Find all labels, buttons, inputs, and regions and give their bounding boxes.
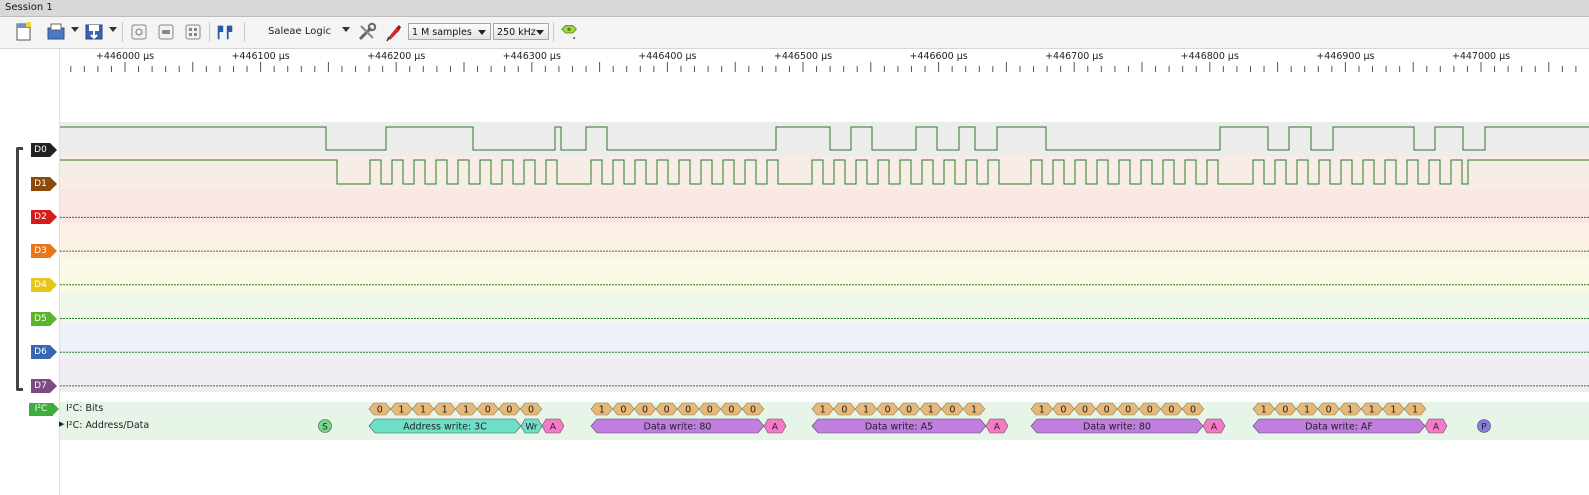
channel-lane-d3 bbox=[60, 223, 1589, 258]
channel-label-d5[interactable]: D5 bbox=[31, 311, 57, 326]
channel-label-d1[interactable]: D1 bbox=[31, 176, 57, 191]
channel-lane-d6 bbox=[60, 324, 1589, 359]
expand-arrow-icon[interactable]: ▶ bbox=[59, 420, 65, 428]
ruler-label: +446600 µs bbox=[909, 51, 967, 62]
device-name: Saleae Logic bbox=[268, 26, 332, 37]
channel-label-d0[interactable]: D0 bbox=[31, 143, 57, 157]
analyzer-icon[interactable] bbox=[560, 22, 580, 42]
ruler-label: +446300 µs bbox=[503, 51, 561, 62]
sample-rate-value: 250 kHz bbox=[497, 27, 536, 38]
channel-label-d7[interactable]: D7 bbox=[31, 378, 57, 393]
channel-lane-d1 bbox=[60, 155, 1589, 190]
toolbar-separator bbox=[553, 22, 554, 42]
ruler-label: +446200 µs bbox=[367, 51, 425, 62]
zoom-fit-icon[interactable] bbox=[183, 22, 203, 42]
settings-icon[interactable] bbox=[357, 22, 377, 42]
ruler-label: +446800 µs bbox=[1181, 51, 1239, 62]
sample-rate-select[interactable]: 250 kHz bbox=[493, 23, 549, 40]
time-ruler: +446000 µs +446100 µs +446200 µs +446300 µs… bbox=[60, 49, 1589, 79]
channel-label-d2[interactable]: D2 bbox=[31, 210, 57, 225]
window-titlebar: Session 1 bbox=[0, 0, 1589, 17]
trigger-pen-icon[interactable] bbox=[384, 22, 404, 42]
samples-value: 1 M samples bbox=[412, 27, 472, 38]
ruler-label: +446000 µs bbox=[96, 51, 154, 62]
device-dropdown-caret[interactable] bbox=[342, 27, 350, 32]
new-session-icon[interactable] bbox=[14, 22, 34, 42]
channel-group-bracket[interactable] bbox=[16, 147, 23, 391]
channel-lane-d0 bbox=[60, 122, 1589, 156]
channel-panel bbox=[0, 49, 60, 495]
channel-lane-d7 bbox=[60, 357, 1589, 392]
toolbar-separator bbox=[122, 22, 123, 42]
toolbar-separator bbox=[209, 22, 210, 42]
channel-lane-d2 bbox=[60, 189, 1589, 224]
channel-lane-d5 bbox=[60, 290, 1589, 325]
samples-select[interactable]: 1 M samples bbox=[408, 23, 491, 40]
bits-row-label: I²C: Bits bbox=[66, 403, 104, 414]
capture-icon[interactable] bbox=[129, 22, 149, 42]
window-title: Session 1 bbox=[5, 2, 53, 13]
ruler-label: +446900 µs bbox=[1316, 51, 1374, 62]
ruler-ticks: +446000 µs +446100 µs +446200 µs +446300 µs… bbox=[70, 51, 1577, 72]
ruler-label: +446500 µs bbox=[774, 51, 832, 62]
capture-icon-2[interactable] bbox=[156, 22, 176, 42]
toolbar-separator bbox=[244, 22, 245, 42]
open-icon[interactable] bbox=[46, 22, 66, 42]
address-row-label: I²C: Address/Data bbox=[66, 420, 150, 431]
ruler-label: +446400 µs bbox=[638, 51, 696, 62]
open-dropdown-caret[interactable] bbox=[71, 27, 79, 32]
channel-lane-d4 bbox=[60, 256, 1589, 291]
ruler-label: +446700 µs bbox=[1045, 51, 1103, 62]
markers-icon[interactable] bbox=[215, 22, 235, 42]
save-dropdown-caret[interactable] bbox=[109, 27, 117, 32]
i2c-analyzer-tag[interactable]: I²C bbox=[29, 403, 59, 416]
toolbar: Saleae Logic 1 M samples 250 kHz bbox=[0, 17, 1589, 49]
analyzer-row-bits bbox=[60, 402, 1589, 416]
channel-label-d4[interactable]: D4 bbox=[31, 277, 57, 292]
i2c-tag-label: I²C bbox=[34, 404, 48, 414]
ruler-label: +446100 µs bbox=[231, 51, 289, 62]
analyzer-row-address bbox=[60, 416, 1589, 440]
channel-label-d3[interactable]: D3 bbox=[31, 244, 57, 259]
ruler-label: +447000 µs bbox=[1452, 51, 1510, 62]
save-icon[interactable] bbox=[84, 22, 104, 42]
channel-label-d6[interactable]: D6 bbox=[31, 345, 57, 360]
